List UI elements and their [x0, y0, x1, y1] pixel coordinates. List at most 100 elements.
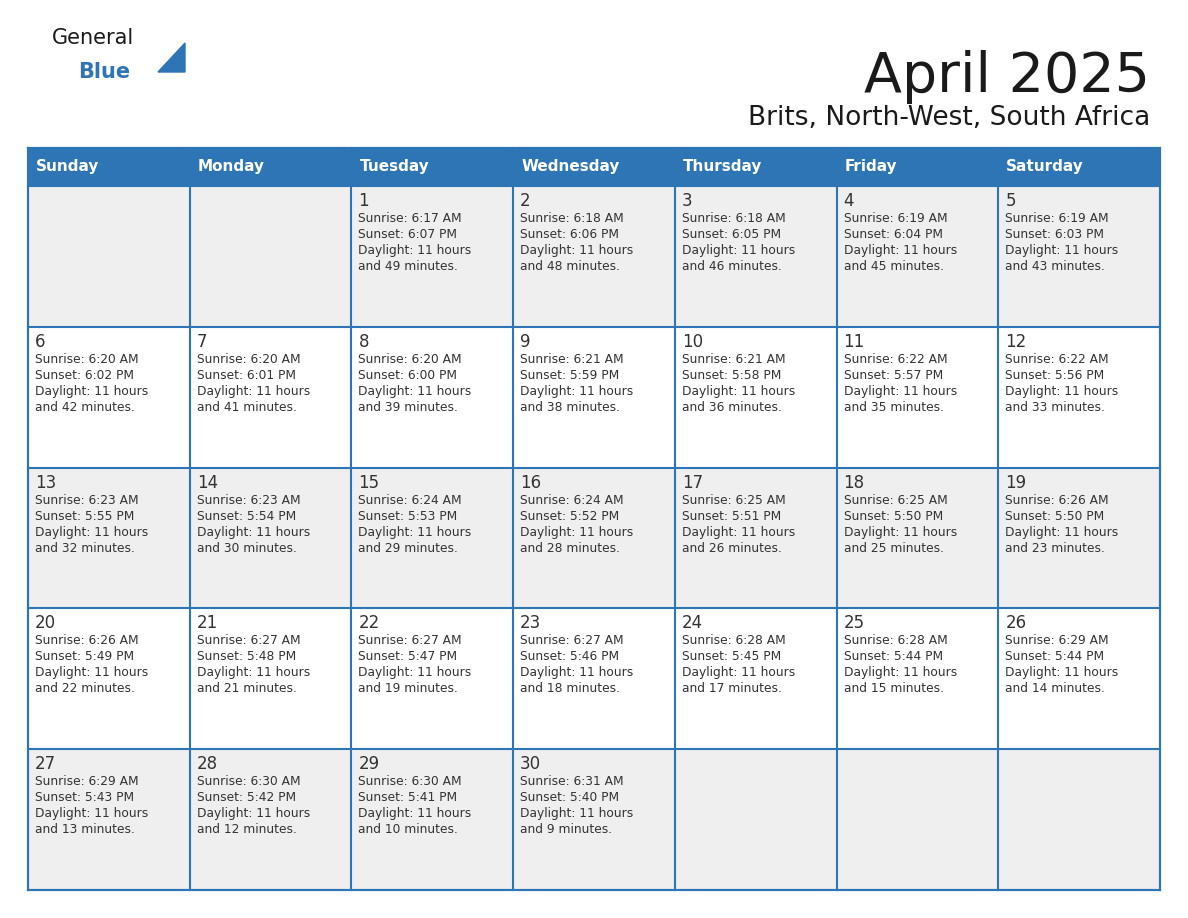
Bar: [190, 148, 352, 186]
Text: Sunrise: 6:19 AM: Sunrise: 6:19 AM: [843, 212, 947, 225]
Text: Daylight: 11 hours: Daylight: 11 hours: [359, 807, 472, 820]
Bar: [998, 327, 1159, 467]
Text: Sunrise: 6:25 AM: Sunrise: 6:25 AM: [682, 494, 785, 507]
Text: Sunset: 5:50 PM: Sunset: 5:50 PM: [843, 509, 943, 522]
Text: and 42 minutes.: and 42 minutes.: [34, 401, 135, 414]
Text: Daylight: 11 hours: Daylight: 11 hours: [359, 244, 472, 257]
Text: Daylight: 11 hours: Daylight: 11 hours: [197, 526, 310, 539]
Text: Daylight: 11 hours: Daylight: 11 hours: [520, 526, 633, 539]
Bar: [513, 467, 675, 609]
Text: Sunday: Sunday: [36, 160, 100, 174]
Bar: [836, 467, 998, 609]
Text: Daylight: 11 hours: Daylight: 11 hours: [843, 244, 956, 257]
Text: Sunset: 5:40 PM: Sunset: 5:40 PM: [520, 791, 619, 804]
Bar: [513, 749, 675, 890]
Text: 23: 23: [520, 614, 542, 633]
Text: 22: 22: [359, 614, 380, 633]
Text: Sunset: 5:45 PM: Sunset: 5:45 PM: [682, 650, 781, 664]
Text: and 43 minutes.: and 43 minutes.: [1005, 260, 1105, 273]
Text: Sunrise: 6:21 AM: Sunrise: 6:21 AM: [682, 353, 785, 365]
Text: Daylight: 11 hours: Daylight: 11 hours: [1005, 526, 1119, 539]
Text: Tuesday: Tuesday: [360, 160, 429, 174]
Text: Sunset: 5:44 PM: Sunset: 5:44 PM: [1005, 650, 1105, 664]
Text: and 9 minutes.: and 9 minutes.: [520, 823, 612, 836]
Bar: [190, 609, 352, 749]
Text: and 45 minutes.: and 45 minutes.: [843, 260, 943, 273]
Text: 24: 24: [682, 614, 703, 633]
Text: Sunrise: 6:30 AM: Sunrise: 6:30 AM: [197, 775, 301, 789]
Text: Sunrise: 6:27 AM: Sunrise: 6:27 AM: [520, 634, 624, 647]
Bar: [29, 749, 190, 890]
Text: 13: 13: [34, 474, 56, 492]
Bar: [29, 609, 190, 749]
Text: Daylight: 11 hours: Daylight: 11 hours: [520, 666, 633, 679]
Text: Sunset: 5:57 PM: Sunset: 5:57 PM: [843, 369, 943, 382]
Text: April 2025: April 2025: [864, 50, 1150, 104]
Text: Sunset: 6:03 PM: Sunset: 6:03 PM: [1005, 228, 1105, 241]
Text: Sunrise: 6:29 AM: Sunrise: 6:29 AM: [1005, 634, 1108, 647]
Text: and 18 minutes.: and 18 minutes.: [520, 682, 620, 696]
Text: Sunrise: 6:27 AM: Sunrise: 6:27 AM: [359, 634, 462, 647]
Bar: [836, 609, 998, 749]
Text: Sunrise: 6:26 AM: Sunrise: 6:26 AM: [1005, 494, 1108, 507]
Bar: [190, 749, 352, 890]
Text: Thursday: Thursday: [683, 160, 763, 174]
Text: Sunset: 6:04 PM: Sunset: 6:04 PM: [843, 228, 942, 241]
Text: and 41 minutes.: and 41 minutes.: [197, 401, 297, 414]
Bar: [836, 148, 998, 186]
Text: and 30 minutes.: and 30 minutes.: [197, 542, 297, 554]
Bar: [190, 327, 352, 467]
Bar: [675, 148, 836, 186]
Bar: [675, 467, 836, 609]
Text: 8: 8: [359, 333, 369, 351]
Text: and 25 minutes.: and 25 minutes.: [843, 542, 943, 554]
Text: 10: 10: [682, 333, 703, 351]
Text: 7: 7: [197, 333, 207, 351]
Text: Daylight: 11 hours: Daylight: 11 hours: [34, 526, 148, 539]
Text: Daylight: 11 hours: Daylight: 11 hours: [1005, 385, 1119, 397]
Bar: [29, 148, 190, 186]
Text: Daylight: 11 hours: Daylight: 11 hours: [34, 807, 148, 820]
Text: Daylight: 11 hours: Daylight: 11 hours: [520, 807, 633, 820]
Text: Sunrise: 6:20 AM: Sunrise: 6:20 AM: [197, 353, 301, 365]
Text: Daylight: 11 hours: Daylight: 11 hours: [843, 666, 956, 679]
Text: Daylight: 11 hours: Daylight: 11 hours: [359, 526, 472, 539]
Text: Daylight: 11 hours: Daylight: 11 hours: [520, 385, 633, 397]
Text: Daylight: 11 hours: Daylight: 11 hours: [682, 526, 795, 539]
Text: Sunset: 5:58 PM: Sunset: 5:58 PM: [682, 369, 782, 382]
Text: and 26 minutes.: and 26 minutes.: [682, 542, 782, 554]
Bar: [513, 327, 675, 467]
Bar: [675, 749, 836, 890]
Text: Daylight: 11 hours: Daylight: 11 hours: [843, 526, 956, 539]
Text: Sunset: 6:00 PM: Sunset: 6:00 PM: [359, 369, 457, 382]
Text: Sunset: 5:51 PM: Sunset: 5:51 PM: [682, 509, 781, 522]
Text: Daylight: 11 hours: Daylight: 11 hours: [359, 385, 472, 397]
Bar: [190, 467, 352, 609]
Text: and 10 minutes.: and 10 minutes.: [359, 823, 459, 836]
Text: Sunset: 5:54 PM: Sunset: 5:54 PM: [197, 509, 296, 522]
Text: Sunset: 5:47 PM: Sunset: 5:47 PM: [359, 650, 457, 664]
Text: Sunrise: 6:28 AM: Sunrise: 6:28 AM: [682, 634, 785, 647]
Text: Sunset: 5:50 PM: Sunset: 5:50 PM: [1005, 509, 1105, 522]
Bar: [352, 467, 513, 609]
Bar: [998, 609, 1159, 749]
Text: and 12 minutes.: and 12 minutes.: [197, 823, 297, 836]
Text: Daylight: 11 hours: Daylight: 11 hours: [1005, 244, 1119, 257]
Bar: [675, 327, 836, 467]
Text: Sunset: 5:42 PM: Sunset: 5:42 PM: [197, 791, 296, 804]
Bar: [352, 327, 513, 467]
Text: Sunrise: 6:24 AM: Sunrise: 6:24 AM: [520, 494, 624, 507]
Text: 3: 3: [682, 192, 693, 210]
Text: Daylight: 11 hours: Daylight: 11 hours: [197, 385, 310, 397]
Text: and 13 minutes.: and 13 minutes.: [34, 823, 135, 836]
Text: Sunrise: 6:17 AM: Sunrise: 6:17 AM: [359, 212, 462, 225]
Text: Sunset: 5:59 PM: Sunset: 5:59 PM: [520, 369, 619, 382]
Text: Sunset: 6:06 PM: Sunset: 6:06 PM: [520, 228, 619, 241]
Text: 6: 6: [34, 333, 45, 351]
Text: Brits, North-West, South Africa: Brits, North-West, South Africa: [747, 105, 1150, 131]
Bar: [29, 327, 190, 467]
Text: 17: 17: [682, 474, 703, 492]
Text: and 32 minutes.: and 32 minutes.: [34, 542, 135, 554]
Text: 16: 16: [520, 474, 542, 492]
Text: Sunrise: 6:18 AM: Sunrise: 6:18 AM: [520, 212, 624, 225]
